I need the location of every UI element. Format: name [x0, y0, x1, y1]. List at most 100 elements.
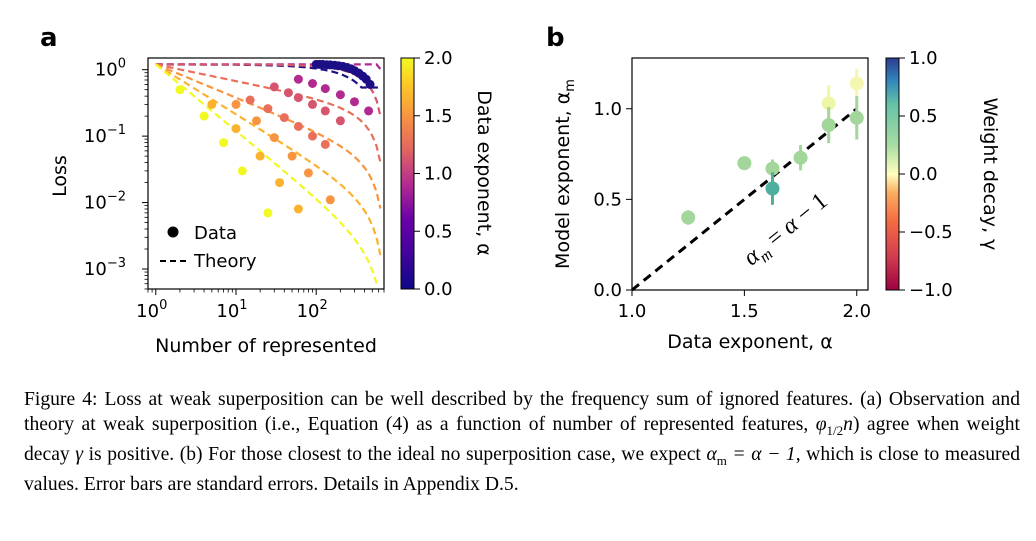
data-point [199, 111, 209, 121]
legend-theory-label: Theory [193, 251, 257, 272]
colorbar-tick-label: 0.0 [909, 164, 938, 185]
data-point [320, 84, 330, 94]
colorbar-tick-label: −1.0 [909, 280, 953, 301]
panel-b-reference-line-label: αm = α − 1 [739, 188, 835, 274]
panel-a-legend: Data Theory [160, 223, 257, 272]
panel-b-colorbar-label: Weight decay, γ [979, 98, 1001, 251]
data-point [245, 95, 255, 105]
data-point [765, 161, 780, 176]
data-point [849, 76, 864, 91]
panel-label-b: b [546, 23, 565, 53]
data-point [293, 121, 303, 131]
theory-curve-alpha-1.75 [155, 63, 382, 256]
panel-b-x-axis-label: Data exponent, α [667, 331, 833, 353]
data-point [207, 99, 217, 109]
panel-a-colorbar [400, 57, 415, 290]
data-point [231, 99, 241, 109]
data-point [287, 151, 297, 161]
colorbar-tick-label: −0.5 [909, 222, 953, 243]
data-point [293, 93, 303, 103]
panel-a-axes-frame [147, 57, 385, 290]
x-tick-label: 2.0 [842, 301, 871, 322]
data-point [303, 168, 313, 178]
data-point [308, 79, 317, 88]
colorbar-tick-label: 1.0 [909, 48, 938, 69]
data-point [849, 110, 864, 125]
panel-a: 100 101 102 100 10−1 10−2 10−3 Number of repre… [49, 48, 495, 357]
colorbar-tick-label: 2.0 [424, 48, 453, 69]
panel-label-a: a [40, 23, 58, 53]
data-point [335, 116, 345, 126]
svg-text:Model exponent, αm: Model exponent, αm [552, 79, 578, 269]
y-tick-label: 10−1 [84, 123, 126, 147]
data-point [325, 195, 335, 205]
data-point [320, 106, 330, 116]
legend-data-marker [167, 226, 179, 238]
panel-b-axes-frame [631, 57, 869, 291]
colorbar-tick-label: 1.5 [424, 106, 453, 127]
x-tick-label: 1.0 [618, 301, 647, 322]
data-point [263, 208, 273, 218]
y-tick-label: 0.5 [593, 189, 622, 210]
colorbar-tick-label: 0.0 [424, 279, 453, 300]
data-point [308, 131, 317, 141]
data-point [821, 96, 836, 111]
y-tick-label: 1.0 [593, 99, 622, 120]
data-point [231, 124, 241, 134]
y-tick-label: 100 [95, 57, 126, 81]
data-point [293, 74, 303, 84]
theory-curve-alpha-1.25 [155, 63, 382, 163]
data-point [335, 90, 345, 100]
panel-a-data-layer [155, 59, 382, 284]
caption-eq-sub: m [716, 452, 727, 468]
data-point [308, 99, 317, 109]
data-point [365, 79, 375, 89]
caption-gamma: γ [75, 443, 83, 465]
panel-a-colorbar-label: Data exponent, α [473, 90, 495, 256]
data-point [269, 82, 279, 92]
svg-text:αm = α − 1: αm = α − 1 [739, 188, 835, 274]
data-point [283, 88, 293, 98]
panel-b-y-axis-label: Model exponent, αm [552, 79, 578, 269]
caption-phi-sub: 1/2 [826, 422, 844, 438]
caption-n: n [843, 413, 853, 435]
panel-a-colorbar-ticks: 0.0 0.5 1.0 1.5 2.0 [414, 48, 453, 300]
data-point [269, 133, 279, 143]
y-tick-label: 10−2 [84, 190, 126, 214]
data-point [681, 210, 696, 225]
data-point [175, 85, 185, 95]
caption-eq-rest: = α − 1 [726, 443, 796, 465]
data-point [252, 116, 261, 126]
data-point [793, 150, 808, 165]
legend-data-label: Data [194, 223, 237, 244]
caption-phi: φ [815, 413, 827, 435]
theory-curve-alpha-1.5 [155, 63, 382, 209]
data-point [255, 151, 265, 161]
caption-lead: Figure 4: Loss at weak superposition can… [24, 389, 1020, 435]
panel-a-x-axis-label: Number of represented [155, 335, 377, 357]
x-tick-label: 1.5 [730, 301, 759, 322]
data-point [364, 106, 374, 116]
colorbar-tick-label: 1.0 [424, 164, 453, 185]
data-point [765, 181, 780, 196]
reference-line [631, 107, 858, 292]
data-point [737, 156, 752, 171]
y-tick-label: 0.0 [593, 280, 622, 301]
data-point [279, 113, 289, 123]
x-tick-label: 100 [136, 298, 167, 322]
panel-a-y-axis-label: Loss [49, 155, 71, 197]
caption-tail: , which is close to measured values. Err… [24, 443, 1021, 496]
theory-curve-alpha-2 [155, 63, 378, 284]
caption-mid: ) agree when weight decay [24, 413, 1020, 465]
data-point [263, 104, 273, 114]
data-point [350, 97, 359, 107]
panel-b-ticks: 1.0 1.5 2.0 0.0 0.5 1.0 [593, 99, 871, 322]
x-tick-label: 101 [216, 298, 247, 322]
data-point [237, 166, 247, 176]
panel-b-colorbar [885, 57, 900, 291]
colorbar-tick-label: 0.5 [909, 106, 938, 127]
data-point [293, 204, 303, 214]
y-tick-label: 10−3 [84, 256, 126, 280]
data-point [821, 118, 836, 133]
panel-b-data-layer [631, 68, 864, 292]
